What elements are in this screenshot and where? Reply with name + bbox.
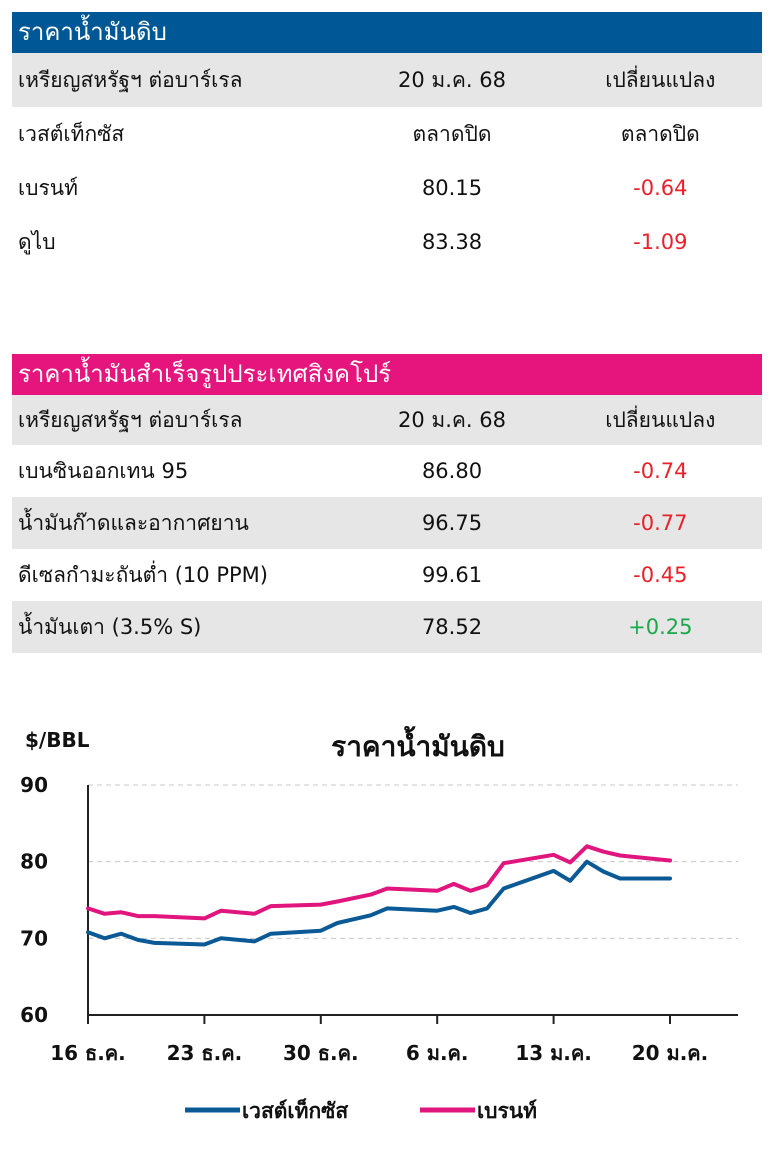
series-line-0 bbox=[86, 859, 672, 947]
brent-label: เบรนท์ bbox=[18, 175, 78, 200]
gasoline95-price: 86.80 bbox=[421, 459, 483, 483]
table-row: เวสต์เท็กซัส ตลาดปิด ตลาดปิด bbox=[12, 107, 762, 161]
jet-kerosene-label: น้ำมันก๊าดและอากาศยาน bbox=[18, 510, 249, 535]
x-tick-label: 30 ธ.ค. bbox=[283, 1041, 359, 1065]
gasoline95-change: -0.74 bbox=[633, 459, 688, 483]
diesel-label: ดีเซลกำมะถันต่ำ (10 PPM) bbox=[18, 562, 268, 587]
wti-label: เวสต์เท็กซัส bbox=[18, 121, 125, 146]
refined-products-table: ราคาน้ำมันสำเร็จรูปประเทศสิงคโปร์ เหรียญ… bbox=[12, 354, 762, 653]
y-tick-label: 70 bbox=[20, 926, 48, 950]
table-row: ดีเซลกำมะถันต่ำ (10 PPM) 99.61 -0.45 bbox=[12, 549, 762, 601]
series-line-1 bbox=[86, 844, 672, 921]
x-tick-label: 13 ม.ค. bbox=[515, 1041, 592, 1065]
jet-kerosene-change: -0.77 bbox=[633, 511, 688, 535]
crude-header-row: เหรียญสหรัฐฯ ต่อบาร์เรล 20 ม.ค. 68 เปลี่… bbox=[12, 53, 762, 107]
table-row: เบรนท์ 80.15 -0.64 bbox=[12, 161, 762, 215]
chart-title: ราคาน้ำมันดิบ bbox=[331, 725, 505, 763]
table-row: เบนซินออกเทน 95 86.80 -0.74 bbox=[12, 445, 762, 497]
crude-oil-table: ราคาน้ำมันดิบ เหรียญสหรัฐฯ ต่อบาร์เรล 20… bbox=[12, 12, 762, 269]
unit-label: เหรียญสหรัฐฯ ต่อบาร์เรล bbox=[18, 407, 243, 432]
unit-label: เหรียญสหรัฐฯ ต่อบาร์เรล bbox=[18, 67, 243, 92]
date-label: 20 ม.ค. 68 bbox=[397, 407, 507, 432]
table-row: ดูไบ 83.38 -1.09 bbox=[12, 215, 762, 269]
x-tick-label: 16 ธ.ค. bbox=[50, 1041, 126, 1065]
brent-price: 80.15 bbox=[421, 176, 483, 200]
refined-header-row: เหรียญสหรัฐฯ ต่อบาร์เรล 20 ม.ค. 68 เปลี่… bbox=[12, 395, 762, 445]
crude-oil-title: ราคาน้ำมันดิบ bbox=[12, 12, 762, 53]
change-label: เปลี่ยนแปลง bbox=[605, 67, 716, 92]
legend-label: เบรนท์ bbox=[477, 1099, 537, 1123]
y-tick-label: 80 bbox=[20, 850, 48, 874]
change-label: เปลี่ยนแปลง bbox=[605, 407, 716, 432]
crude-price-line-chart: ราคาน้ำมันดิบ $/BBL 60 70 80 90 16 ธ.ค. 23 ธ… bbox=[20, 725, 738, 1123]
gasoline95-label: เบนซินออกเทน 95 bbox=[18, 458, 189, 483]
fuel-oil-change: +0.25 bbox=[628, 615, 693, 639]
dubai-label: ดูไบ bbox=[18, 229, 56, 254]
fuel-oil-price: 78.52 bbox=[421, 615, 483, 639]
legend-label: เวสต์เท็กซัส bbox=[242, 1097, 348, 1123]
wti-price: ตลาดปิด bbox=[412, 121, 492, 146]
diesel-change: -0.45 bbox=[633, 563, 688, 587]
jet-kerosene-price: 96.75 bbox=[421, 511, 483, 535]
date-label: 20 ม.ค. 68 bbox=[397, 67, 507, 92]
y-tick-label: 90 bbox=[20, 773, 48, 797]
table-row: น้ำมันเตา (3.5% S) 78.52 +0.25 bbox=[12, 601, 762, 653]
brent-change: -0.64 bbox=[633, 176, 688, 200]
wti-change: ตลาดปิด bbox=[620, 121, 700, 146]
dubai-price: 83.38 bbox=[421, 230, 483, 254]
x-tick-label: 23 ธ.ค. bbox=[167, 1041, 243, 1065]
table-row: น้ำมันก๊าดและอากาศยาน 96.75 -0.77 bbox=[12, 497, 762, 549]
dubai-change: -1.09 bbox=[633, 230, 688, 254]
fuel-oil-label: น้ำมันเตา (3.5% S) bbox=[18, 614, 202, 639]
y-tick-label: 60 bbox=[20, 1003, 48, 1027]
diesel-price: 99.61 bbox=[421, 563, 483, 587]
x-tick-label: 20 ม.ค. bbox=[632, 1041, 709, 1065]
y-axis-unit-label: $/BBL bbox=[25, 728, 90, 752]
refined-products-title: ราคาน้ำมันสำเร็จรูปประเทศสิงคโปร์ bbox=[12, 354, 762, 395]
x-tick-label: 6 ม.ค. bbox=[406, 1041, 469, 1065]
